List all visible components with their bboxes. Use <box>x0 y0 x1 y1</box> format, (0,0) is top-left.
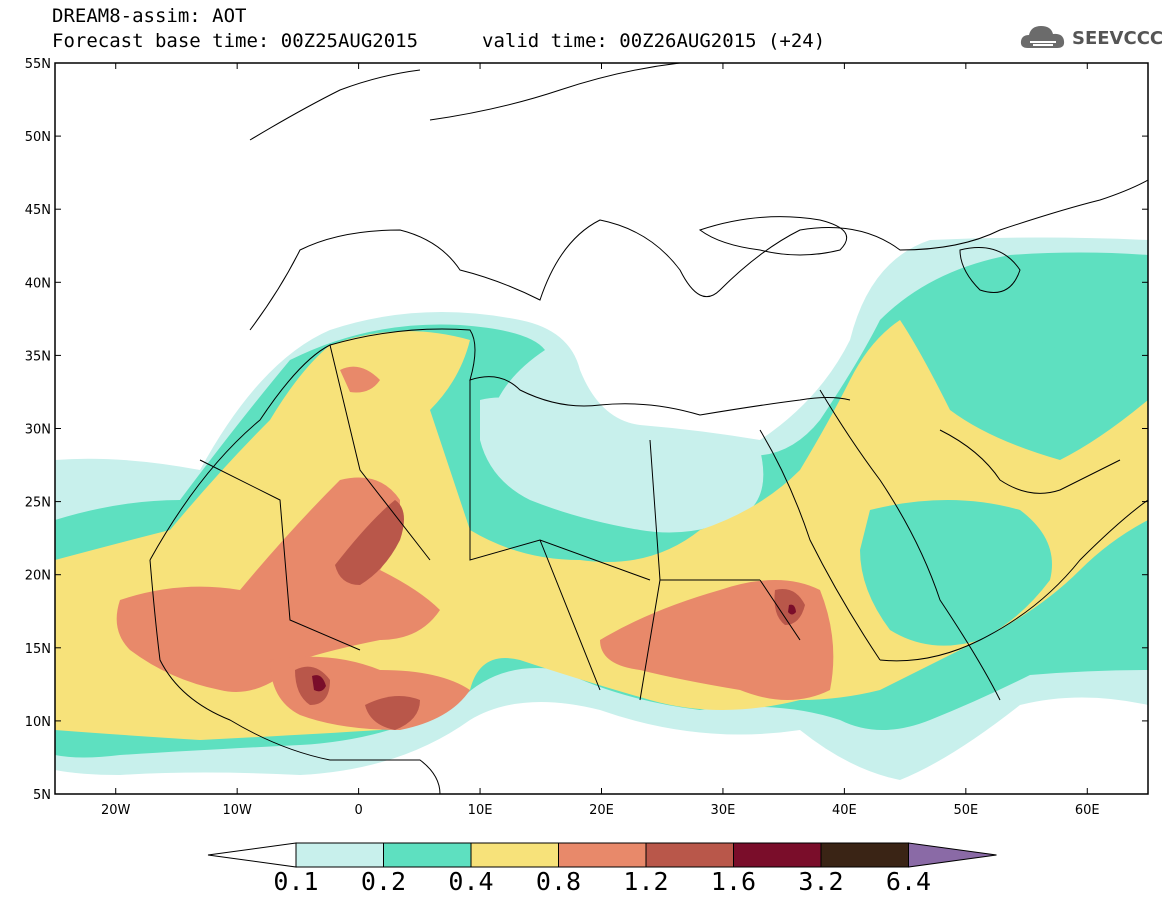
lon-tick-label: 10E <box>468 803 493 818</box>
colorbar-label: 0.2 <box>360 867 407 896</box>
coastline-arabia <box>879 429 1148 662</box>
aot-clear-area-libya <box>480 397 764 533</box>
colorbar-high-arrow <box>908 842 997 868</box>
cloud-icon <box>1020 26 1065 48</box>
lat-tick-label: 15N <box>25 642 51 657</box>
coastline-africa-west <box>149 559 441 794</box>
lon-tick-label: 30E <box>711 803 736 818</box>
colorbar-label: 1.6 <box>710 867 757 896</box>
forecast-base-time: Forecast base time: 00Z25AUG2015 <box>52 30 419 52</box>
logo: SEEVCCC <box>1018 22 1163 54</box>
aot-1.6-area-burkina <box>312 675 326 692</box>
aot-0.2-area-arabia-south <box>860 500 1052 646</box>
lat-tick-label: 10N <box>25 715 51 730</box>
colorbar-swatch <box>558 842 647 868</box>
colorbar-swatch <box>383 842 472 868</box>
coastlines <box>149 63 1148 794</box>
aot-field <box>55 237 1148 780</box>
lon-tick-label: 10W <box>222 803 252 818</box>
borders-africa <box>199 344 801 701</box>
coastline-red-sea <box>759 389 1001 701</box>
valid-time: valid time: 00Z26AUG2015 (+24) <box>482 30 826 52</box>
colorbar-label: 6.4 <box>885 867 932 896</box>
colorbar-swatch <box>733 842 822 868</box>
lat-tick-label: 20N <box>25 569 51 584</box>
lon-tick-label: 0 <box>354 803 362 818</box>
colorbar-label: 3.2 <box>798 867 844 896</box>
colorbar-label: 1.2 <box>623 867 669 896</box>
lon-tick-label: 20W <box>101 803 131 818</box>
lon-tick-label: 50E <box>953 803 978 818</box>
colorbar-label: 0.8 <box>535 867 582 896</box>
logo-text: SEEVCCC <box>1072 27 1164 49</box>
aot-1.2-area-burkina <box>295 666 330 705</box>
colorbar-swatch <box>820 842 909 868</box>
aot-0.8-area-morocco <box>340 366 380 393</box>
aot-0.8-area-sudan <box>600 580 834 700</box>
colorbar-label: 0.1 <box>273 867 319 896</box>
map-title: DREAM8-assim: AOT <box>52 5 247 27</box>
coastline-black-caspian <box>698 216 1021 293</box>
lat-tick-label: 45N <box>25 203 51 218</box>
lat-tick-label: 30N <box>25 423 51 438</box>
lat-tick-label: 5N <box>33 788 51 803</box>
colorbar-label: 0.4 <box>448 867 494 896</box>
aot-1.6-area-ethiopia <box>788 604 796 615</box>
lat-tick-label: 35N <box>25 349 51 364</box>
lat-tick-label: 25N <box>25 496 51 511</box>
lon-tick-label: 60E <box>1075 803 1100 818</box>
lon-tick-label: 20E <box>589 803 614 818</box>
colorbar-low-arrow <box>207 842 297 868</box>
lon-tick-label: 40E <box>832 803 857 818</box>
coastline-africa-north <box>149 328 851 561</box>
aot-1.2-area-benin <box>365 696 420 730</box>
aot-0.8-area-west <box>116 477 441 692</box>
coastline-europe <box>249 179 1148 331</box>
lat-tick-label: 55N <box>25 57 51 72</box>
coastline-northern-europe <box>249 63 681 141</box>
lat-tick-label: 50N <box>25 130 51 145</box>
aot-1.2-area-mali <box>335 500 404 585</box>
map-axes: 55N 50N 45N 40N 35N 30N 25N 20N 15N 10N 5N 20W 10W 0 1… <box>25 57 1148 818</box>
colorbar-swatch <box>645 842 734 868</box>
lat-tick-label: 40N <box>25 276 51 291</box>
colorbar-swatch <box>295 842 384 868</box>
colorbar-swatch <box>470 842 559 868</box>
